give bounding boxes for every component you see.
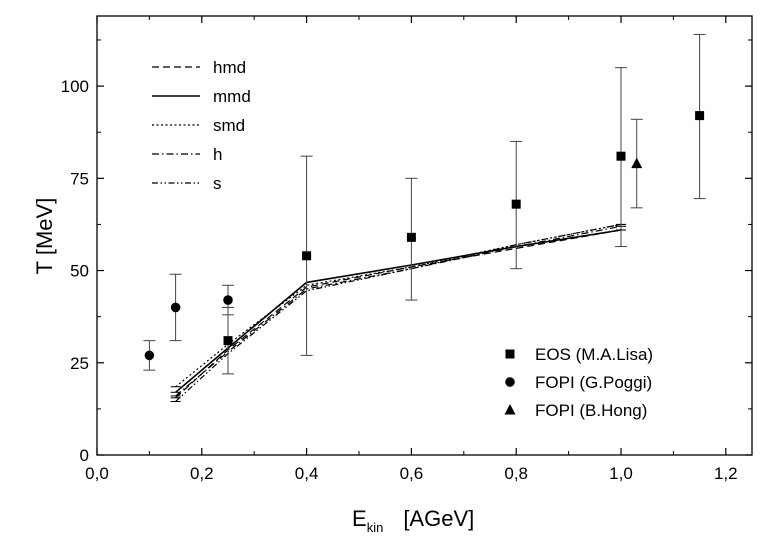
legend-points: EOS (M.A.Lisa) FOPI (G.Poggi) FOPI (B.Hong… bbox=[504, 345, 653, 420]
legend-point-label: FOPI (G.Poggi) bbox=[535, 373, 652, 392]
axis-ticks bbox=[96, 16, 752, 456]
y-tick-label: 50 bbox=[70, 262, 89, 281]
data-markers bbox=[144, 111, 705, 361]
data-point-square bbox=[223, 336, 233, 346]
x-axis-title-main: E bbox=[352, 506, 367, 531]
model-lines bbox=[170, 223, 626, 403]
plot-frame bbox=[96, 15, 753, 456]
line-series-h bbox=[175, 225, 622, 397]
legend-line-label: h bbox=[213, 145, 222, 164]
x-axis-title-sub: kin bbox=[367, 520, 384, 535]
legend-line-label: mmd bbox=[213, 87, 251, 106]
y-tick-label: 0 bbox=[80, 446, 89, 465]
y-tick-label: 75 bbox=[70, 169, 89, 188]
line-series-mmd bbox=[175, 229, 622, 393]
line-series-smd bbox=[175, 223, 622, 388]
data-point-square bbox=[406, 232, 416, 242]
data-point-circle bbox=[144, 350, 155, 361]
legend-point-label: FOPI (B.Hong) bbox=[535, 401, 647, 420]
x-tick-label: 0,8 bbox=[504, 464, 528, 483]
data-point-triangle bbox=[631, 157, 643, 169]
data-point-square bbox=[695, 111, 705, 121]
x-tick-label: 1,2 bbox=[714, 464, 738, 483]
data-point-circle bbox=[223, 295, 233, 305]
legend-lines: hmd mmd smd hs bbox=[152, 58, 251, 193]
x-axis-title: Ekin [AGeV] bbox=[352, 506, 474, 535]
x-tick-label: 0,4 bbox=[295, 464, 319, 483]
data-point-square bbox=[302, 251, 312, 261]
legend-marker-triangle bbox=[504, 404, 516, 415]
legend-line-label: hmd bbox=[213, 58, 246, 77]
x-tick-label: 0,0 bbox=[85, 464, 109, 483]
axis-tick-labels: 0,0 0,2 0,4 0,6 0,8 1,0 1,2 0 25 50 75 100 bbox=[61, 77, 738, 483]
error-bars bbox=[143, 33, 706, 375]
legend-line-label: smd bbox=[213, 116, 245, 135]
x-tick-label: 0,6 bbox=[400, 464, 424, 483]
legend-point-label: EOS (M.A.Lisa) bbox=[535, 345, 653, 364]
y-tick-label: 100 bbox=[61, 77, 89, 96]
x-axis-title-unit: [AGeV] bbox=[403, 506, 474, 531]
legend-marker-circle bbox=[505, 377, 515, 387]
x-tick-label: 1,0 bbox=[609, 464, 633, 483]
line-series-hmd bbox=[175, 229, 622, 399]
y-axis-title: T [MeV] bbox=[32, 198, 57, 275]
legend-line-label: s bbox=[213, 174, 222, 193]
y-tick-label: 25 bbox=[70, 354, 89, 373]
legend-marker-square bbox=[505, 349, 515, 359]
data-point-square bbox=[511, 199, 521, 209]
data-point-circle bbox=[170, 302, 181, 313]
x-tick-label: 0,2 bbox=[190, 464, 214, 483]
line-series-s bbox=[175, 223, 622, 402]
data-point-square bbox=[616, 151, 626, 161]
